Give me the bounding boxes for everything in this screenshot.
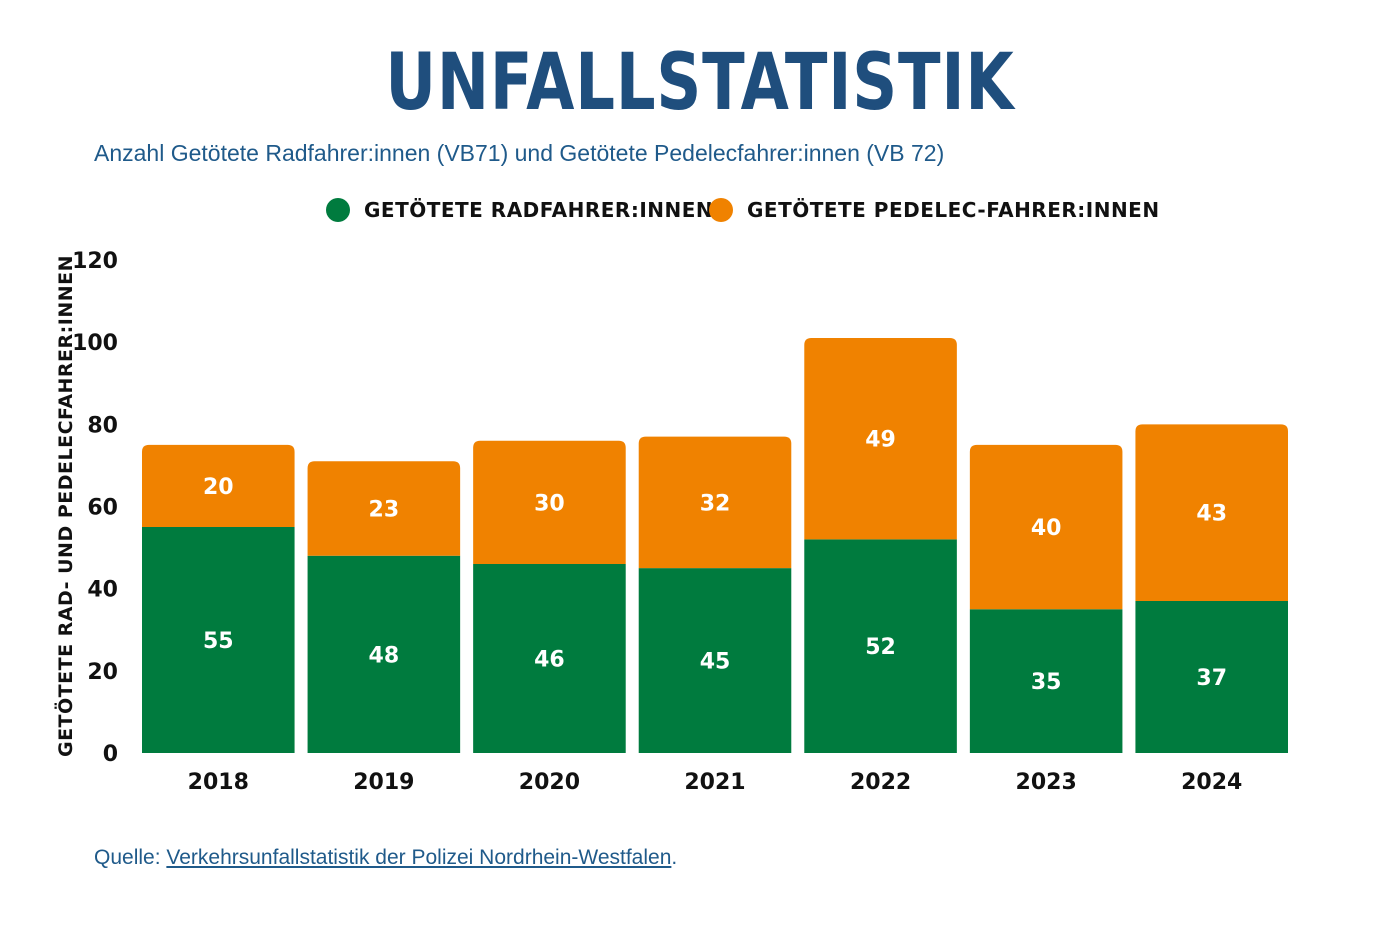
bar-label-radfahrer-2019: 48	[369, 643, 400, 668]
y-tick-60: 60	[87, 496, 118, 521]
y-tick-0: 0	[103, 742, 118, 767]
bar-label-radfahrer-2018: 55	[203, 629, 234, 654]
bar-label-radfahrer-2024: 37	[1196, 666, 1227, 691]
legend-dot-green	[326, 198, 350, 222]
x-tick-2019: 2019	[353, 770, 414, 795]
bar-radfahrer-2021	[638, 568, 792, 753]
x-tick-2024: 2024	[1181, 770, 1242, 795]
y-tick-20: 20	[87, 660, 118, 685]
bar-pedelec-2023	[969, 444, 1123, 610]
bar-pedelec-2022	[804, 338, 957, 540]
legend-item-pedelec: GETÖTETE PEDELEC-FAHRER:INNEN	[709, 198, 1160, 222]
bar-radfahrer-2022	[804, 539, 957, 753]
legend-label-pedelec: GETÖTETE PEDELEC-FAHRER:INNEN	[747, 198, 1160, 222]
bar-label-radfahrer-2020: 46	[534, 648, 565, 673]
bar-label-pedelec-2024: 43	[1196, 502, 1227, 527]
bar-label-radfahrer-2021: 45	[700, 650, 731, 675]
legend-item-radfahrer: GETÖTETE RADFAHRER:INNEN	[326, 198, 713, 222]
bar-pedelec-2024	[1135, 424, 1288, 601]
bar-radfahrer-2018	[142, 527, 295, 753]
chart-subtitle: Anzahl Getötete Radfahrer:innen (VB71) u…	[94, 140, 945, 166]
chart-title: UNFALLSTATISTIK	[385, 38, 1015, 128]
x-tick-2018: 2018	[188, 770, 249, 795]
x-tick-2020: 2020	[519, 770, 580, 795]
bar-pedelec-2018	[142, 444, 295, 528]
x-tick-2021: 2021	[684, 770, 745, 795]
bar-label-radfahrer-2022: 52	[865, 635, 896, 660]
bar-radfahrer-2019	[307, 555, 461, 753]
bar-pedelec-2021	[638, 436, 792, 569]
bar-label-pedelec-2018: 20	[203, 475, 234, 500]
bar-label-pedelec-2023: 40	[1031, 516, 1062, 541]
legend: GETÖTETE RADFAHRER:INNEN GETÖTETE PEDELE…	[0, 198, 1400, 228]
bar-radfahrer-2024	[1135, 600, 1288, 753]
source-link[interactable]: Verkehrsunfallstatistik der Polizei Nord…	[166, 846, 672, 869]
bar-label-pedelec-2019: 23	[369, 498, 400, 523]
x-tick-2022: 2022	[850, 770, 911, 795]
bar-label-pedelec-2020: 30	[534, 491, 565, 516]
x-tick-2023: 2023	[1016, 770, 1077, 795]
source-prefix: Quelle:	[94, 846, 167, 869]
bar-label-pedelec-2021: 32	[700, 491, 731, 516]
source-suffix: .	[671, 846, 678, 869]
bar-radfahrer-2020	[473, 564, 626, 753]
bar-pedelec-2020	[473, 440, 626, 565]
bar-label-radfahrer-2023: 35	[1031, 670, 1062, 695]
y-tick-80: 80	[87, 413, 118, 438]
source-line: Quelle: Verkehrsunfallstatistik der Poli…	[94, 846, 677, 870]
y-tick-100: 100	[72, 331, 118, 356]
y-tick-120: 120	[72, 249, 118, 274]
legend-dot-orange	[709, 198, 733, 222]
bar-radfahrer-2023	[969, 609, 1123, 753]
bar-pedelec-2019	[307, 461, 461, 556]
bar-label-pedelec-2022: 49	[865, 428, 896, 453]
y-tick-40: 40	[87, 578, 118, 603]
legend-label-radfahrer: GETÖTETE RADFAHRER:INNEN	[364, 198, 714, 222]
